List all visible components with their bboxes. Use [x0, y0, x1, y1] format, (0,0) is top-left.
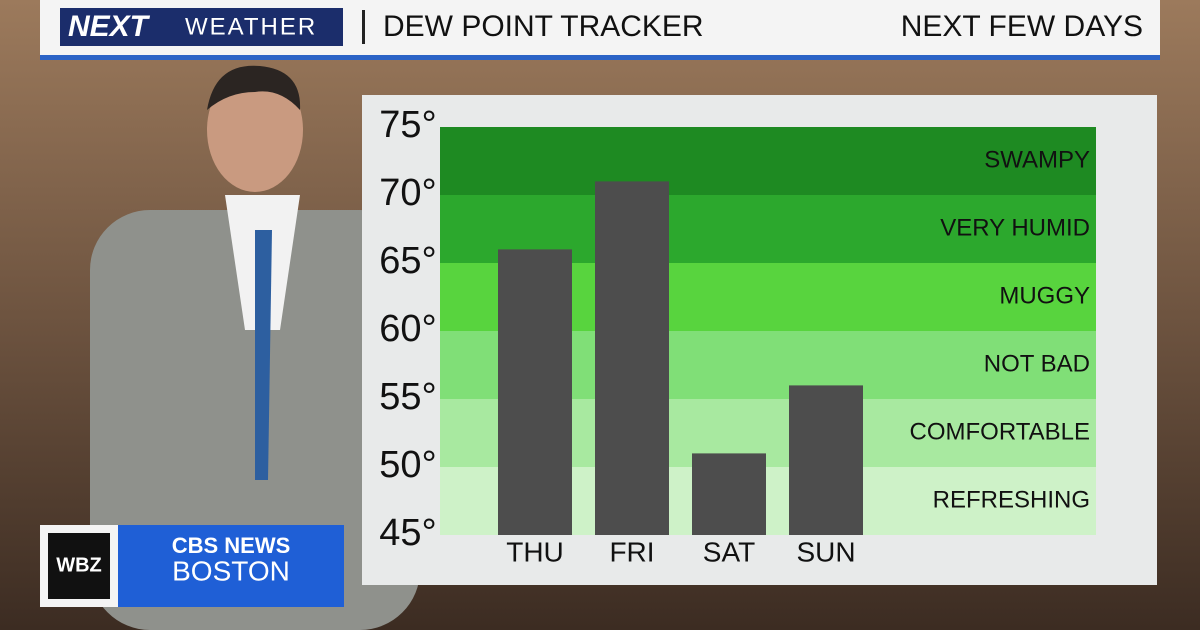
zone-label: REFRESHING — [933, 486, 1090, 513]
x-tick-label: FRI — [609, 536, 654, 567]
y-tick-label: 75° — [379, 104, 436, 146]
bar — [789, 385, 863, 535]
zone-label: VERY HUMID — [940, 214, 1090, 241]
header-divider — [362, 10, 365, 44]
zone-label: NOT BAD — [984, 350, 1090, 377]
zone-label: COMFORTABLE — [910, 418, 1090, 445]
dew-zone — [440, 127, 1096, 195]
logo-weather: WEATHER — [185, 13, 317, 40]
zone-label: MUGGY — [999, 282, 1090, 309]
logo-box — [60, 8, 343, 46]
y-tick-label: 65° — [379, 240, 436, 282]
y-tick-label: 55° — [379, 376, 436, 418]
y-tick-label: 50° — [379, 444, 436, 486]
chart: SWAMPY VERY HUMID MUGGY NOT BAD COMFORTABLE R… — [379, 104, 1096, 567]
cbs-box — [118, 525, 344, 607]
header-title: DEW POINT TRACKER — [383, 10, 704, 43]
y-tick-label: 70° — [379, 172, 436, 214]
network-label: CBS NEWS — [172, 533, 291, 558]
bar — [498, 249, 572, 535]
y-tick-label: 60° — [379, 308, 436, 350]
bar — [692, 453, 766, 535]
x-tick-label: SUN — [796, 536, 855, 567]
city-label: BOSTON — [172, 555, 290, 586]
logo-next: NEXT — [68, 10, 151, 43]
header-subtitle: NEXT FEW DAYS — [901, 10, 1143, 43]
wbz-label: WBZ — [56, 554, 102, 576]
zone-label: SWAMPY — [984, 146, 1090, 173]
y-tick-label: 45° — [379, 512, 436, 554]
x-tick-label: THU — [506, 536, 564, 567]
bar — [595, 181, 669, 535]
header-underline — [40, 55, 1160, 60]
wbz-inner — [48, 533, 110, 599]
x-tick-label: SAT — [703, 536, 755, 567]
